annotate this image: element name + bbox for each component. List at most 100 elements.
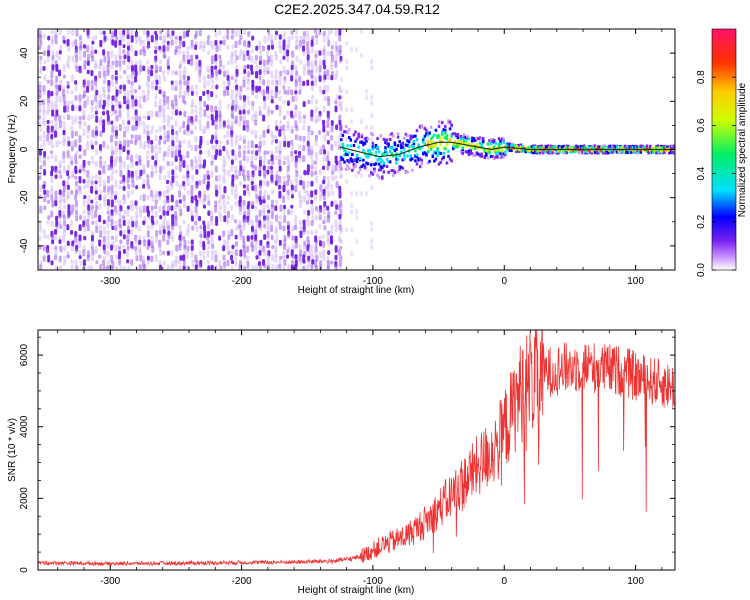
spectrogram-signal-cell	[358, 168, 362, 172]
spectrogram-noise-cell	[234, 189, 238, 198]
spectrogram-noise-cell	[146, 59, 150, 65]
spectrogram-noise-cell	[111, 74, 115, 80]
spectrogram-noise-cell	[247, 219, 251, 226]
spectrogram-signal-cell	[470, 139, 474, 143]
spectrogram-noise-cell	[330, 125, 334, 133]
spectrogram-noise-cell	[339, 229, 343, 235]
spectrogram-noise-cell	[62, 64, 66, 72]
spectrogram-noise-cell	[186, 85, 190, 93]
spectrogram-noise-cell	[302, 124, 306, 131]
spectrogram-noise-cell	[186, 250, 190, 259]
spectrogram-noise-cell	[274, 249, 278, 258]
spectrogram-noise-cell	[255, 45, 259, 51]
spectrogram-noise-cell	[154, 100, 158, 108]
spectrogram-noise-cell	[178, 199, 182, 204]
spectrogram-noise-cell	[86, 54, 90, 61]
spectrogram-signal-cell	[344, 168, 348, 172]
spectrogram-noise-cell	[58, 50, 62, 55]
spectrogram-signal-cell	[377, 157, 381, 161]
spectrogram-noise-cell	[94, 130, 98, 137]
spectrogram-signal-cell	[459, 137, 463, 141]
spectrogram-noise-cell	[146, 150, 150, 156]
spectrogram-noise-cell	[83, 149, 87, 156]
spectrogram-noise-cell	[98, 214, 102, 223]
spectrogram-noise-cell	[315, 34, 319, 39]
spectrogram-noise-cell	[182, 34, 186, 39]
spectrogram-noise-cell	[131, 115, 135, 121]
spectrogram-signal-cell	[604, 146, 608, 150]
spectrogram-signal-cell	[614, 149, 617, 153]
spectrogram-noise-cell	[254, 94, 258, 99]
colorbar-tick-label: 0.8	[696, 70, 707, 84]
spectrogram-fringe-cell	[370, 245, 374, 250]
spectrogram-noise-cell	[138, 235, 142, 241]
spectrogram-noise-cell	[246, 215, 250, 223]
spectrogram-fringe-cell	[340, 107, 344, 112]
spectrogram-signal-cell	[656, 144, 660, 148]
snr-y-tick-label: 6000	[19, 344, 30, 367]
spectrogram-noise-cell	[178, 39, 182, 46]
spectrogram-noise-cell	[134, 134, 138, 143]
spectrogram-signal-cell	[403, 136, 406, 140]
spectrogram-signal-cell	[439, 151, 442, 155]
spectrogram-signal-cell	[655, 145, 658, 149]
spectrogram-signal-cell	[351, 152, 354, 156]
spectrogram-noise-cell	[339, 55, 343, 62]
spectrogram-noise-cell	[270, 154, 274, 162]
spectrogram-noise-cell	[211, 119, 215, 126]
spectrogram-noise-cell	[182, 194, 186, 202]
spectrogram-signal-cell	[656, 147, 660, 151]
spectrogram-fringe-cell	[340, 89, 344, 94]
spectrogram-signal-cell	[418, 157, 422, 161]
spectrogram-noise-cell	[154, 205, 158, 210]
spectrogram-signal-cell	[388, 133, 392, 137]
spectrogram-noise-cell	[135, 39, 139, 45]
spectrogram-signal-cell	[385, 138, 389, 142]
spectrogram-noise-cell	[326, 34, 330, 41]
spectrogram-noise-cell	[190, 45, 194, 50]
spectrogram-noise-cell	[202, 40, 206, 49]
spectrogram-noise-cell	[78, 175, 82, 184]
spectrogram-noise-cell	[102, 225, 106, 231]
spectrogram-noise-cell	[270, 54, 274, 62]
spectrogram-signal-cell	[655, 151, 658, 155]
spectrogram-noise-cell	[322, 254, 326, 262]
spectrogram-signal-cell	[634, 146, 638, 150]
spectrogram-noise-cell	[78, 135, 82, 143]
spectrogram-noise-cell	[39, 69, 43, 74]
spectrogram-noise-cell	[263, 215, 267, 221]
spectrogram-noise-cell	[119, 75, 123, 80]
spectrogram-noise-cell	[279, 59, 283, 65]
spectrogram-noise-cell	[70, 100, 74, 105]
spectrogram-signal-cell	[431, 135, 434, 139]
spectrogram-noise-cell	[242, 95, 246, 103]
spectrogram-noise-cell	[39, 144, 43, 151]
spectrogram-noise-cell	[258, 69, 262, 76]
spectrogram-noise-cell	[114, 169, 118, 174]
spectrogram-noise-cell	[294, 64, 298, 71]
spectrogram-noise-cell	[186, 224, 190, 232]
spectrogram-noise-cell	[47, 99, 51, 107]
spectrogram-noise-cell	[146, 159, 150, 168]
spectrogram-noise-cell	[250, 150, 254, 155]
spectrogram-signal-cell	[507, 143, 510, 147]
spectrogram-noise-cell	[94, 190, 98, 195]
spectrogram-noise-cell	[62, 214, 66, 220]
spectrogram-signal-cell	[463, 133, 466, 137]
spectrogram-signal-cell	[392, 154, 395, 158]
spectrogram-noise-cell	[82, 165, 86, 172]
spectrogram-noise-cell	[46, 79, 50, 84]
spectrogram-noise-cell	[262, 245, 266, 253]
spectrogram-noise-cell	[327, 190, 331, 198]
spectrogram-noise-cell	[338, 249, 342, 256]
spectrogram-signal-cell	[518, 149, 521, 153]
spectrogram-noise-cell	[54, 154, 58, 163]
spectrogram-noise-cell	[290, 184, 294, 191]
spectrogram-noise-cell	[227, 155, 231, 161]
spectrogram-noise-cell	[194, 194, 198, 201]
spectrogram-noise-cell	[78, 169, 82, 174]
spectrogram-noise-cell	[42, 85, 46, 92]
spectrogram-noise-cell	[62, 190, 66, 197]
spectrogram-signal-cell	[642, 146, 646, 150]
spectrogram-noise-cell	[310, 220, 314, 227]
